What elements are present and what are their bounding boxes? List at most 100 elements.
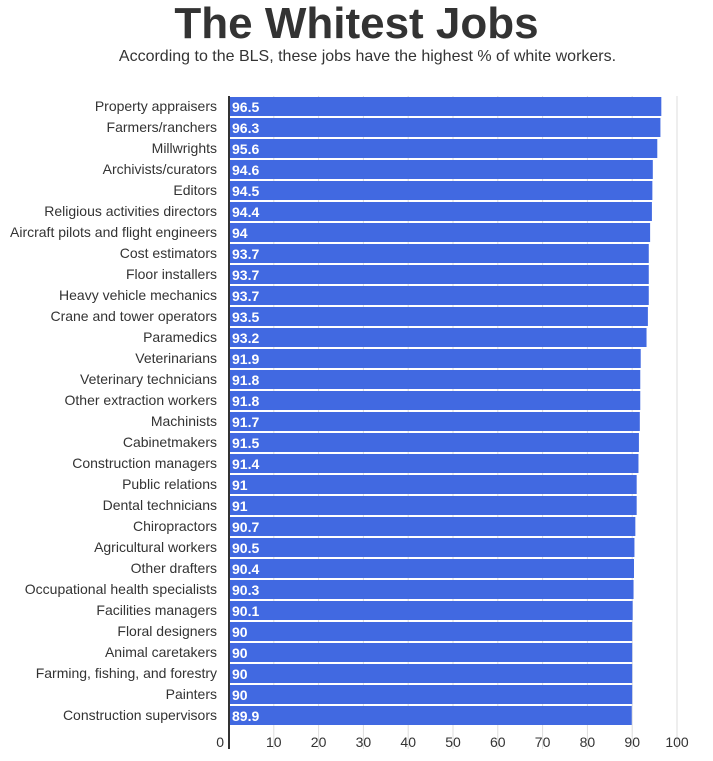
category-label: Cabinetmakers — [123, 434, 217, 450]
category-label: Heavy vehicle mechanics — [59, 287, 217, 303]
bar — [229, 286, 649, 305]
bar — [229, 223, 651, 242]
category-label: Dental technicians — [103, 497, 217, 513]
x-tick-label: 100 — [665, 734, 689, 750]
bar — [229, 391, 641, 410]
data-label: 96.5 — [232, 99, 259, 115]
data-label: 91.8 — [232, 393, 259, 409]
bar — [229, 454, 639, 473]
category-label: Religious activities directors — [44, 203, 217, 219]
data-label: 90.3 — [232, 582, 259, 598]
category-label: Farming, fishing, and forestry — [36, 665, 217, 681]
bar — [229, 433, 639, 452]
data-label: 94.6 — [232, 162, 259, 178]
bar — [229, 706, 632, 725]
category-label: Occupational health specialists — [25, 581, 217, 597]
x-tick-label: 40 — [400, 734, 416, 750]
data-label: 90.4 — [232, 561, 259, 577]
bar — [229, 601, 633, 620]
bar — [229, 517, 636, 536]
category-label: Animal caretakers — [105, 644, 217, 660]
data-label: 90.1 — [232, 603, 259, 619]
bar — [229, 139, 658, 158]
data-label: 90 — [232, 687, 248, 703]
data-label: 95.6 — [232, 141, 259, 157]
bar — [229, 265, 649, 284]
category-label: Crane and tower operators — [50, 308, 217, 324]
x-tick-label: 50 — [445, 734, 461, 750]
data-label: 91 — [232, 498, 248, 514]
category-label: Veterinary technicians — [80, 371, 217, 387]
data-label: 96.3 — [232, 120, 259, 136]
data-label: 91.5 — [232, 435, 259, 451]
category-label: Editors — [173, 182, 217, 198]
bar — [229, 412, 640, 431]
category-label: Veterinarians — [135, 350, 217, 366]
category-label: Chiropractors — [133, 518, 217, 534]
category-label: Property appraisers — [95, 98, 217, 114]
bar — [229, 685, 633, 704]
data-label: 91.4 — [232, 456, 259, 472]
bar — [229, 328, 647, 347]
category-label: Construction managers — [72, 455, 217, 471]
bar — [229, 97, 662, 116]
x-tick-label: 0 — [216, 734, 224, 750]
bar — [229, 118, 661, 137]
bar — [229, 160, 653, 179]
chart-title: The Whitest Jobs — [174, 0, 539, 48]
bar — [229, 580, 634, 599]
data-label: 93.7 — [232, 246, 259, 262]
category-label: Floor installers — [126, 266, 217, 282]
category-label: Millwrights — [152, 140, 217, 156]
category-label: Other drafters — [131, 560, 217, 576]
chart-subtitle: According to the BLS, these jobs have th… — [118, 48, 617, 65]
data-label: 93.2 — [232, 330, 259, 346]
data-label: 94.5 — [232, 183, 259, 199]
x-tick-label: 30 — [356, 734, 372, 750]
x-tick-label: 90 — [624, 734, 640, 750]
bar — [229, 370, 641, 389]
category-label: Farmers/ranchers — [107, 119, 217, 135]
category-label: Other extraction workers — [65, 392, 218, 408]
bar — [229, 664, 633, 683]
data-label: 94 — [232, 225, 248, 241]
data-label: 91 — [232, 477, 248, 493]
category-label: Construction supervisors — [63, 707, 217, 723]
data-label: 90 — [232, 645, 248, 661]
category-label: Facilities managers — [96, 602, 217, 618]
category-label: Archivists/curators — [103, 161, 217, 177]
bar — [229, 496, 637, 515]
bar — [229, 559, 634, 578]
category-label: Cost estimators — [120, 245, 217, 261]
data-label: 90.5 — [232, 540, 259, 556]
bar — [229, 622, 633, 641]
data-label: 90 — [232, 624, 248, 640]
x-tick-label: 20 — [311, 734, 327, 750]
bar — [229, 181, 653, 200]
data-label: 93.5 — [232, 309, 259, 325]
category-label: Public relations — [122, 476, 217, 492]
bar — [229, 307, 648, 326]
data-label: 93.7 — [232, 267, 259, 283]
category-label: Aircraft pilots and flight engineers — [10, 224, 217, 240]
data-label: 94.4 — [232, 204, 259, 220]
data-label: 90 — [232, 666, 248, 682]
category-label: Machinists — [151, 413, 217, 429]
x-tick-label: 60 — [490, 734, 506, 750]
category-label: Paramedics — [143, 329, 217, 345]
data-label: 90.7 — [232, 519, 259, 535]
x-tick-label: 70 — [535, 734, 551, 750]
x-tick-label: 80 — [580, 734, 596, 750]
data-label: 91.9 — [232, 351, 259, 367]
category-label: Floral designers — [117, 623, 217, 639]
data-label: 93.7 — [232, 288, 259, 304]
category-label: Agricultural workers — [94, 539, 217, 555]
bar — [229, 475, 637, 494]
data-label: 91.8 — [232, 372, 259, 388]
bar — [229, 244, 649, 263]
bar — [229, 202, 652, 221]
bar — [229, 643, 633, 662]
data-label: 91.7 — [232, 414, 259, 430]
x-tick-label: 10 — [266, 734, 282, 750]
